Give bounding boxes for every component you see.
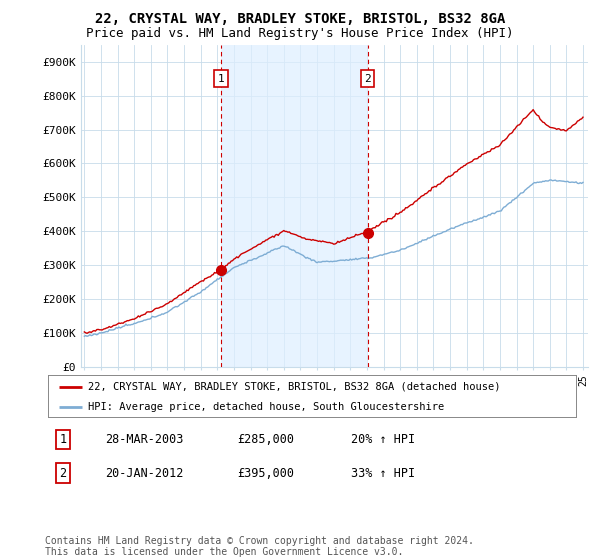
Text: £285,000: £285,000 bbox=[237, 433, 294, 446]
Text: Contains HM Land Registry data © Crown copyright and database right 2024.
This d: Contains HM Land Registry data © Crown c… bbox=[45, 535, 474, 557]
Text: 1: 1 bbox=[218, 74, 224, 83]
Text: 2: 2 bbox=[59, 466, 67, 480]
Text: 22, CRYSTAL WAY, BRADLEY STOKE, BRISTOL, BS32 8GA (detached house): 22, CRYSTAL WAY, BRADLEY STOKE, BRISTOL,… bbox=[88, 382, 500, 392]
Text: 20-JAN-2012: 20-JAN-2012 bbox=[105, 466, 184, 480]
Text: HPI: Average price, detached house, South Gloucestershire: HPI: Average price, detached house, Sout… bbox=[88, 402, 444, 412]
Text: 20% ↑ HPI: 20% ↑ HPI bbox=[351, 433, 415, 446]
Text: 2: 2 bbox=[364, 74, 371, 83]
Text: 33% ↑ HPI: 33% ↑ HPI bbox=[351, 466, 415, 480]
Text: 28-MAR-2003: 28-MAR-2003 bbox=[105, 433, 184, 446]
Text: 1: 1 bbox=[59, 433, 67, 446]
Bar bbox=[221, 45, 368, 367]
Text: Price paid vs. HM Land Registry's House Price Index (HPI): Price paid vs. HM Land Registry's House … bbox=[86, 27, 514, 40]
Text: 22, CRYSTAL WAY, BRADLEY STOKE, BRISTOL, BS32 8GA: 22, CRYSTAL WAY, BRADLEY STOKE, BRISTOL,… bbox=[95, 12, 505, 26]
Text: £395,000: £395,000 bbox=[237, 466, 294, 480]
